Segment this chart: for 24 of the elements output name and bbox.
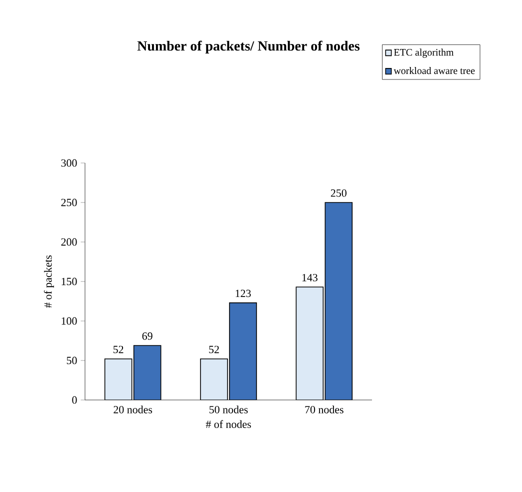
x-tick-label: 50 nodes — [210, 406, 248, 414]
y-tick-label: 50 — [66, 356, 77, 364]
data-label: 52 — [209, 346, 219, 354]
x-axis-title: # of nodes — [206, 420, 251, 428]
y-tick-label: 100 — [62, 317, 77, 325]
y-axis-title: # of packets — [44, 255, 54, 308]
bar — [296, 286, 324, 400]
y-tick-label: 150 — [62, 278, 77, 286]
data-label: 123 — [236, 290, 251, 298]
data-label: 143 — [302, 274, 318, 282]
y-tick-label: 0 — [72, 396, 77, 404]
legend-label: ETC algorithm — [394, 48, 454, 58]
x-tick-label: 20 nodes — [114, 406, 152, 414]
bar — [200, 358, 228, 400]
data-label: 52 — [114, 346, 124, 354]
y-tick-label: 200 — [61, 238, 77, 246]
x-tick-label: 70 nodes — [305, 406, 344, 414]
y-tick-label: 300 — [61, 159, 77, 167]
data-label: 69 — [142, 332, 152, 340]
data-label: 250 — [330, 189, 346, 197]
legend-label: workload aware tree — [394, 67, 475, 74]
chart-title: Number of packets/ Number of nodes — [137, 40, 360, 54]
y-tick-label: 250 — [61, 198, 77, 206]
bar — [104, 358, 132, 400]
